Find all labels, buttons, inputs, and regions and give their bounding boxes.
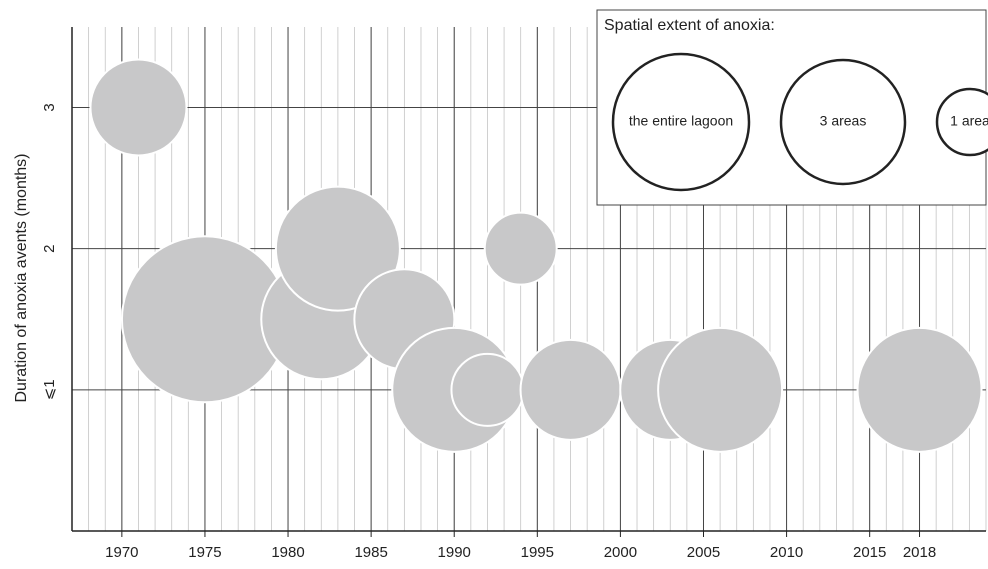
x-tick-label: 2010 xyxy=(770,544,803,561)
legend-title: Spatial extent of anoxia: xyxy=(604,17,775,34)
bubble xyxy=(89,58,188,157)
legend-circle xyxy=(611,52,751,192)
y-tick-label: 2 xyxy=(41,244,58,252)
bubble xyxy=(519,338,622,441)
x-tick-label: 1995 xyxy=(521,544,554,561)
legend-circle xyxy=(935,87,988,157)
x-tick-label: 2005 xyxy=(687,544,720,561)
legend-circle xyxy=(779,58,907,186)
x-tick-label: 2000 xyxy=(604,544,637,561)
legend-label: 1 area xyxy=(950,113,988,129)
bubble xyxy=(856,326,983,453)
x-tick-label: 1970 xyxy=(105,544,138,561)
x-tick-label: 2018 xyxy=(903,544,936,561)
bubble xyxy=(657,326,784,453)
bubble xyxy=(450,352,525,427)
x-tick-label: 2015 xyxy=(853,544,886,561)
y-axis-label: Duration of anoxia avents (months) xyxy=(13,153,30,402)
y-tick-label: 3 xyxy=(41,103,58,111)
x-tick-label: 1980 xyxy=(271,544,304,561)
legend-label: the entire lagoon xyxy=(629,113,733,129)
legend-label: 3 areas xyxy=(820,113,867,129)
x-tick-label: 1975 xyxy=(188,544,221,561)
x-tick-label: 1985 xyxy=(354,544,387,561)
bubble xyxy=(483,211,558,286)
bubble xyxy=(274,185,401,312)
y-tick-label: ⩽1 xyxy=(41,379,58,400)
x-tick-label: 1990 xyxy=(438,544,471,561)
